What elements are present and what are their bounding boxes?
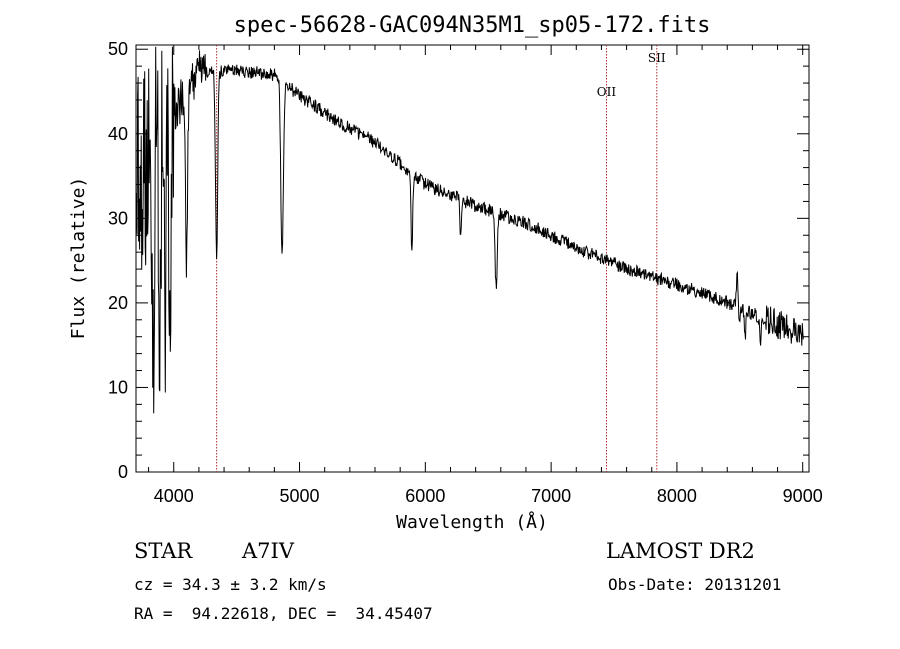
y-tick-label: 30 [108,208,128,228]
x-tick-label: 5000 [280,486,320,506]
y-tick-label: 20 [108,293,128,313]
x-tick-label: 9000 [783,486,823,506]
x-tick-label: 8000 [657,486,697,506]
x-tick-label: 7000 [531,486,571,506]
coordinates-text: RA = 94.22618, DEC = 34.45407 [134,604,433,623]
plot-area: OII SII 4000 5000 6000 7000 8000 9000 0 10 20 30 40… [108,39,823,506]
line-marker-label: SII [648,51,666,65]
y-tick-label: 0 [118,462,128,482]
y-tick-label: 50 [108,39,128,59]
y-axis-label: Flux (relative) [68,177,89,340]
y-tick-label: 10 [108,377,128,397]
x-tick-label: 4000 [154,486,194,506]
object-class: STAR [134,539,193,563]
x-tick-label: 6000 [405,486,445,506]
spectrum-line [136,46,804,414]
chart-title: spec-56628-GAC094N35M1_sp05-172.fits [234,13,711,38]
obs-date-text: Obs-Date: 20131201 [608,575,781,594]
line-marker-label: OII [597,85,617,99]
redshift-text: cz = 34.3 ± 3.2 km/s [134,575,327,594]
x-axis-label: Wavelength (Å) [396,511,548,533]
plot-frame [135,44,810,473]
spectral-subclass: A7IV [241,539,295,563]
survey-name: LAMOST DR2 [606,539,755,563]
y-tick-label: 40 [108,124,128,144]
